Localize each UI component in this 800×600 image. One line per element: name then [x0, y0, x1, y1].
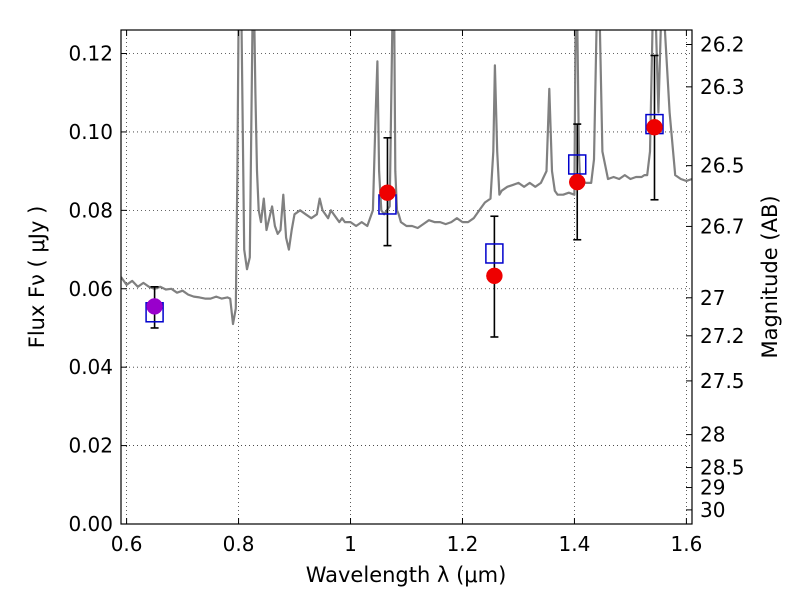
plot-frame [120, 29, 693, 525]
y2-tick-label: 27.5 [700, 369, 745, 393]
data-point [145, 286, 164, 329]
observed-circle-marker [146, 298, 163, 315]
photometry-points [145, 54, 664, 338]
data-point [485, 215, 504, 338]
x-tick-label: 1.6 [670, 532, 702, 556]
x-axis-title: Wavelength λ (μm) [306, 563, 507, 587]
y-axis-title: Flux Fν ( μJy ) [25, 206, 49, 349]
x-axis: 0.6 0.8 1 1.2 1.4 1.6 [111, 30, 702, 556]
y-tick-label: 0.00 [68, 512, 113, 536]
observed-circle-marker [568, 173, 586, 191]
x-tick-label: 0.6 [111, 532, 143, 556]
data-point [567, 123, 587, 241]
x-tick-label: 1.4 [559, 532, 591, 556]
y-tick-label: 0.10 [68, 120, 113, 144]
y2-tick-label: 27 [700, 286, 725, 310]
y-tick-label: 0.02 [68, 434, 113, 458]
y2-tick-label: 26.5 [700, 154, 745, 178]
observed-circle-marker [646, 118, 663, 136]
y2-tick-label: 27.2 [700, 324, 745, 348]
y-tick-label: 0.04 [68, 355, 113, 379]
model-square-marker [485, 243, 504, 264]
data-point [378, 137, 397, 247]
y-tick-label: 0.12 [68, 42, 113, 66]
x-tick-label: 1.2 [447, 532, 479, 556]
y2-tick-label: 28 [700, 423, 725, 447]
spectrum-series [121, 30, 692, 326]
grid-lines [121, 30, 692, 525]
observed-circle-marker [486, 267, 503, 285]
y2-tick-label: 29 [700, 476, 725, 500]
x-tick-label: 1 [344, 532, 357, 556]
observed-circle-marker [379, 184, 396, 201]
y2-tick-label: 26.3 [700, 75, 745, 99]
data-point [645, 54, 664, 201]
y2-tick-label: 26.2 [700, 33, 745, 57]
y-tick-label: 0.06 [68, 277, 113, 301]
y2-tick-label: 30 [700, 498, 725, 522]
y2-tick-label: 28.5 [700, 456, 745, 480]
y-tick-label: 0.08 [68, 198, 113, 222]
y2-tick-label: 26.7 [700, 214, 745, 238]
y2-axis-title: Magnitude (AB) [758, 195, 782, 358]
y-axis-left: 0.00 0.02 0.04 0.06 0.08 0.10 0.12 [68, 42, 127, 536]
spectrum-line [121, 30, 692, 326]
x-tick-label: 0.8 [223, 532, 255, 556]
